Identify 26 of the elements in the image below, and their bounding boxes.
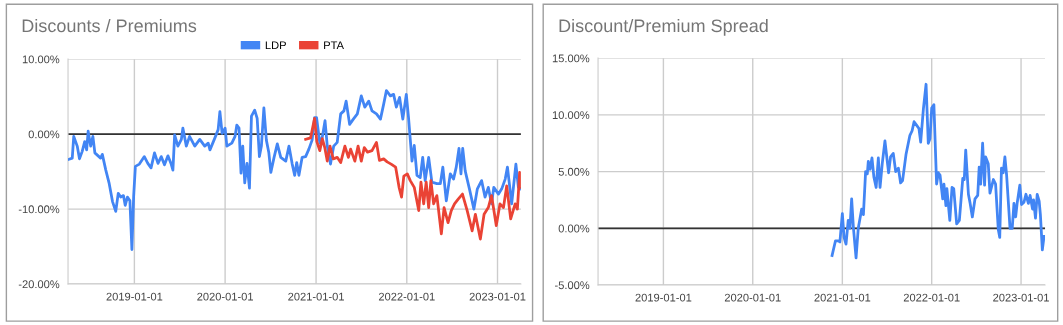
y-tick-label: 10.00% — [552, 111, 590, 120]
x-tick-label: 2019-01-01 — [106, 292, 163, 301]
x-tick-label: 2022-01-01 — [378, 292, 435, 301]
chart-title: Discount/Premium Spread — [559, 18, 768, 36]
line-series — [68, 89, 521, 251]
x-tick-label: 2023-01-01 — [469, 292, 526, 301]
x-tick-label: 2019-01-01 — [635, 293, 692, 302]
legend-label: LDP — [265, 41, 286, 50]
x-tick-label: 2023-01-01 — [993, 293, 1049, 302]
y-tick-label: -10.00% — [18, 205, 60, 214]
x-tick-label: 2020-01-01 — [724, 293, 781, 302]
x-tick-label: 2021-01-01 — [288, 292, 344, 301]
x-tick-label: 2022-01-01 — [903, 293, 960, 302]
y-tick-label: 10.00% — [22, 55, 60, 64]
legend-label: PTA — [324, 41, 344, 50]
y-tick-label: 0.00% — [28, 130, 60, 139]
y-tick-label: 15.00% — [552, 54, 590, 63]
y-tick-label: -5.00% — [555, 281, 590, 290]
chart-title: Discounts / Premiums — [22, 18, 197, 33]
x-tick-label: 2021-01-01 — [814, 293, 871, 302]
x-tick-label: 2020-01-01 — [197, 292, 253, 301]
y-tick-label: 5.00% — [558, 167, 590, 176]
y-tick-label: 0.00% — [558, 224, 590, 233]
line-series — [304, 116, 521, 241]
line-series — [830, 82, 1046, 260]
y-tick-label: -20.00% — [18, 280, 60, 289]
